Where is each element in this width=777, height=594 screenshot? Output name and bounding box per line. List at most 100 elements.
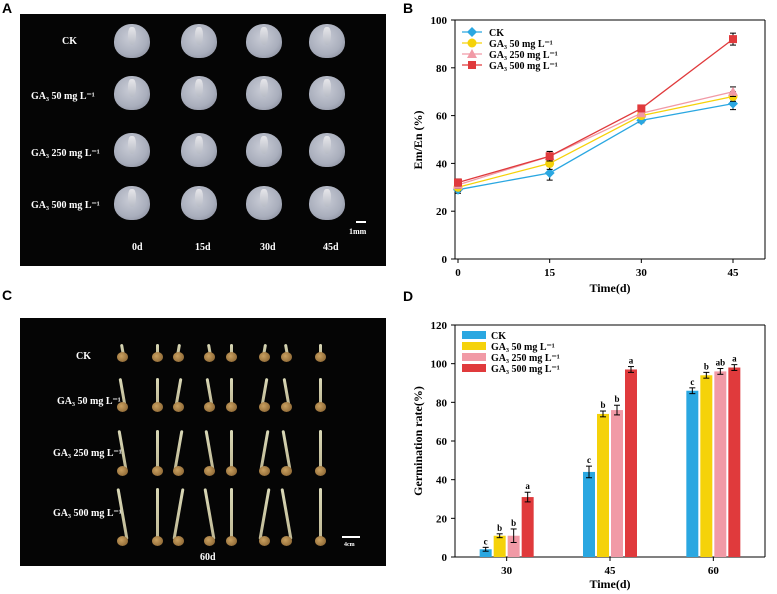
significance-letter: c	[587, 455, 591, 465]
legend-swatch	[462, 364, 486, 372]
x-tick-label: 0	[455, 267, 461, 279]
y-tick-label: 0	[442, 254, 448, 266]
seed-image	[309, 24, 345, 58]
bar	[611, 410, 623, 557]
y-tick-label: 40	[436, 475, 448, 487]
bar	[597, 413, 609, 557]
y-tick-label: 120	[431, 320, 448, 332]
significance-letter: b	[497, 523, 502, 533]
panel-letter-c: C	[2, 287, 13, 303]
legend-label: CK	[489, 28, 504, 39]
seed-image	[246, 76, 282, 110]
seedling-photo-panel: CK GA₃ 50 mg L⁻¹ GA₃ 250 mg L⁻¹ GA₃ 500 …	[20, 318, 386, 566]
legend-swatch	[462, 331, 486, 339]
series-line	[457, 103, 734, 191]
significance-letter: c	[484, 536, 488, 546]
day-label-0: 0d	[132, 242, 143, 253]
x-tick-label: 45	[605, 565, 617, 577]
bar	[493, 535, 506, 557]
photo-c-day-label: 60d	[200, 552, 216, 563]
photo-c-row-label-ga250: GA₃ 250 mg L⁻¹	[53, 448, 122, 459]
scale-bar	[356, 221, 366, 223]
day-label-15: 15d	[195, 242, 211, 253]
x-axis-title: Time(d)	[589, 281, 630, 295]
significance-letter: b	[511, 518, 516, 528]
seed-image	[181, 24, 217, 58]
data-point	[637, 104, 646, 113]
seed-image	[309, 186, 345, 220]
data-point	[728, 86, 738, 96]
x-tick-label: 30	[501, 565, 513, 577]
photo-a-row-label-ga500: GA₃ 500 mg L⁻¹	[31, 200, 100, 211]
bar	[507, 535, 520, 557]
seed-image	[181, 186, 217, 220]
bar	[521, 497, 534, 557]
legend-label: GA₃ 50 mg L⁻¹	[491, 342, 555, 353]
x-tick-label: 60	[708, 565, 720, 577]
y-axis-title: Germination rate(%)	[411, 386, 425, 496]
significance-letter: a	[732, 354, 737, 364]
x-tick-label: 15	[544, 267, 556, 279]
legend-label: GA₃ 500 mg L⁻¹	[489, 61, 558, 72]
data-point	[636, 108, 647, 118]
y-tick-label: 60	[436, 436, 448, 448]
photo-c-row-label-ck: CK	[76, 351, 91, 362]
seed-image	[114, 24, 150, 58]
y-tick-label: 80	[436, 63, 448, 75]
y-tick-label: 0	[442, 552, 448, 564]
seed-image	[181, 76, 217, 110]
seed-image	[246, 24, 282, 58]
x-axis-title: Time(d)	[589, 577, 630, 591]
photo-a-row-label-ck: CK	[62, 36, 77, 47]
seed-image	[309, 133, 345, 167]
photo-a-row-label-ga50: GA₃ 50 mg L⁻¹	[31, 91, 95, 102]
y-tick-label: 40	[436, 158, 448, 170]
series-line	[457, 38, 734, 184]
significance-letter: a	[525, 481, 530, 491]
scale-bar-label: 4cm	[344, 542, 355, 548]
legend-label: GA₃ 500 mg L⁻¹	[491, 364, 560, 375]
legend-marker	[467, 38, 477, 48]
significance-letter: b	[704, 361, 709, 371]
legend-marker	[468, 61, 476, 69]
data-point	[545, 152, 554, 161]
y-axis-title: Em/En (%)	[411, 110, 425, 169]
bar	[728, 367, 741, 557]
bar	[714, 371, 727, 557]
photo-c-row-label-ga500: GA₃ 500 mg L⁻¹	[53, 508, 122, 519]
bar	[583, 471, 595, 557]
legend-marker	[467, 49, 477, 58]
seed-image	[309, 76, 345, 110]
bar	[479, 549, 492, 557]
y-tick-label: 20	[436, 513, 448, 525]
seed-image	[114, 76, 150, 110]
significance-letter: a	[629, 356, 634, 366]
seed-image	[246, 186, 282, 220]
y-tick-label: 100	[431, 359, 448, 371]
significance-letter: b	[614, 394, 619, 404]
legend-label: CK	[491, 331, 506, 342]
bar	[625, 369, 637, 557]
x-tick-label: 30	[636, 267, 648, 279]
y-tick-label: 100	[431, 15, 448, 27]
bar	[700, 375, 713, 557]
photo-a-row-label-ga250: GA₃ 250 mg L⁻¹	[31, 148, 100, 159]
seed-image	[181, 133, 217, 167]
day-label-45: 45d	[323, 242, 339, 253]
data-point	[544, 167, 555, 178]
y-tick-label: 60	[436, 111, 448, 123]
legend-marker	[467, 27, 477, 37]
legend-label: GA₃ 50 mg L⁻¹	[489, 39, 553, 50]
seed-image	[114, 186, 150, 220]
x-tick-label: 45	[728, 267, 740, 279]
y-tick-label: 80	[436, 397, 448, 409]
seed-photo-panel: CK GA₃ 50 mg L⁻¹ GA₃ 250 mg L⁻¹ GA₃ 500 …	[20, 14, 386, 266]
panel-letter-d: D	[403, 288, 414, 304]
panel-letter-a: A	[2, 0, 13, 16]
significance-letter: c	[690, 377, 694, 387]
series-line	[457, 91, 734, 186]
bar	[686, 390, 699, 557]
legend-label: GA₃ 250 mg L⁻¹	[491, 353, 560, 364]
legend-swatch	[462, 353, 486, 361]
